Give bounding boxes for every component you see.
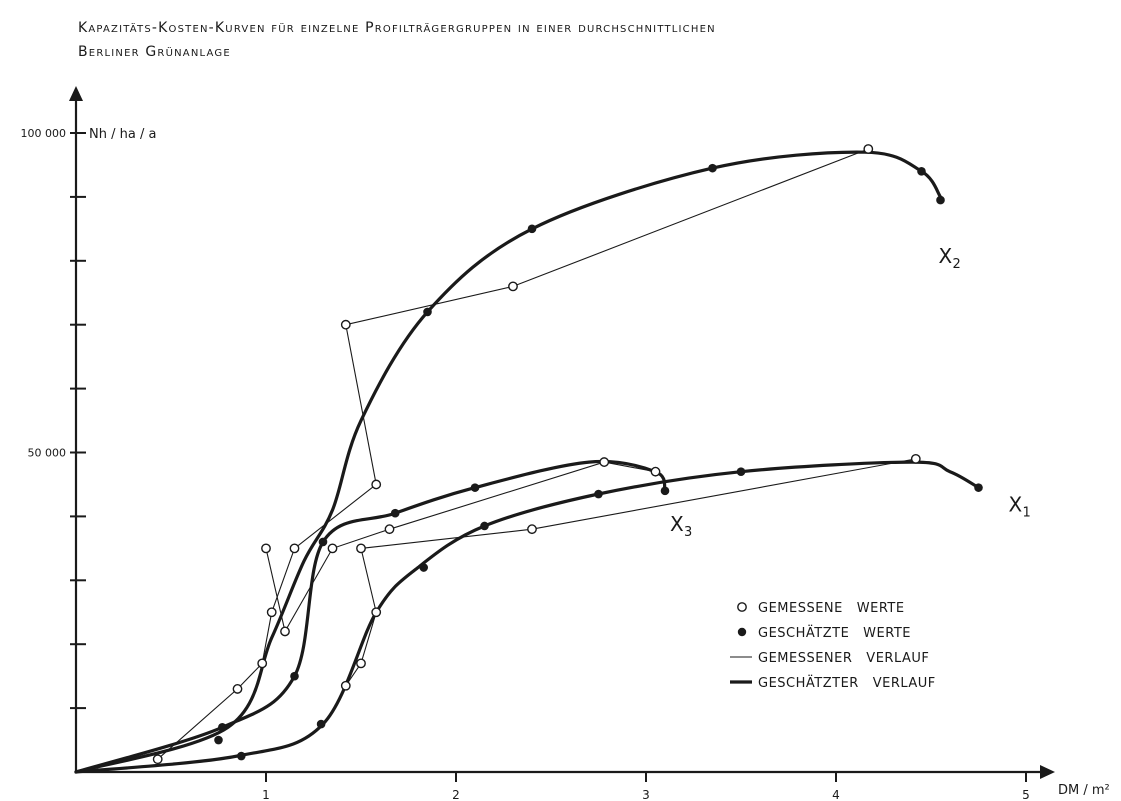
- legend-label-estimated-values: GESCHÄTZTE WERTE: [758, 625, 911, 641]
- measured-point-x1-0: [340, 680, 351, 691]
- x-tick-label-3: 3: [642, 788, 650, 801]
- estimated-point-x2-3: [708, 163, 717, 173]
- axes: DM / m² Nh / ha / a: [69, 86, 1110, 798]
- measured-point-x3-5: [650, 466, 661, 477]
- legend-label-estimated-course: GESCHÄTZTER VERLAUF: [758, 675, 936, 691]
- x-tick-label-4: 4: [832, 788, 840, 801]
- measured-point-x1-2: [371, 607, 382, 618]
- estimated-curve-x3: [74, 459, 667, 774]
- y-ticks: 50 000 100 000: [21, 127, 86, 710]
- y-axis-arrow: [69, 86, 83, 101]
- measured-line-x3: [265, 461, 656, 633]
- estimated-point-x2-1: [423, 307, 432, 317]
- measured-point-x3-0: [261, 543, 271, 554]
- estimated-point-x1-5: [736, 467, 746, 476]
- estimated-point-x1-2: [419, 563, 429, 572]
- series-label-x1: X: [1009, 493, 1023, 517]
- measured-point-x1-4: [527, 524, 537, 535]
- measured-point-x3-4: [599, 457, 610, 467]
- estimated-point-x3-2: [318, 537, 328, 547]
- measured-point-x1-5: [910, 453, 921, 464]
- measured-point-x2-3: [266, 607, 277, 618]
- estimated-point-x1-1: [316, 719, 326, 729]
- x-tick-label-5: 5: [1022, 788, 1030, 801]
- estimated-point-x1-0: [237, 751, 246, 761]
- measured-point-x3-1: [280, 626, 290, 637]
- measured-point-x2-5: [371, 479, 382, 490]
- series-label-sub-x1: 1: [1023, 506, 1031, 521]
- measured-point-x3-2: [327, 543, 338, 554]
- estimated-point-x1-6: [974, 483, 983, 492]
- x-tick-label-2: 2: [452, 788, 460, 801]
- x-ticks: 1 2 3 4 5: [262, 772, 1030, 801]
- measured-point-x1-1: [356, 658, 366, 669]
- estimated-point-x2-4: [917, 167, 926, 176]
- series-label-x2: X: [939, 244, 953, 268]
- y-tick-label-100000: 100 000: [21, 127, 67, 140]
- estimated-point-x2-0: [214, 735, 223, 745]
- x-axis-label: DM / m²: [1058, 783, 1110, 798]
- chart-title-line-1: Kapazitäts-Kosten-Kurven für einzelne Pr…: [78, 20, 716, 36]
- estimated-curve-x1: [74, 460, 981, 774]
- series-label-x3: X: [670, 512, 684, 536]
- measured-point-x2-0: [152, 754, 163, 765]
- estimated-point-x3-3: [390, 508, 400, 518]
- y-tick-label-50000: 50 000: [28, 447, 67, 460]
- estimated-point-x1-4: [594, 489, 603, 499]
- measured-point-x3-3: [384, 524, 395, 535]
- measured-point-x2-4: [289, 543, 300, 554]
- x-axis-arrow: [1040, 765, 1055, 779]
- legend-label-measured-course: GEMESSENER VERLAUF: [758, 651, 929, 666]
- estimated-point-x1-3: [480, 521, 489, 531]
- legend-label-measured-values: GEMESSENE WERTE: [758, 601, 905, 616]
- estimated-point-x2-5: [936, 195, 945, 205]
- estimated-point-x3-1: [290, 671, 299, 681]
- measured-point-x2-7: [508, 281, 518, 292]
- series-layer: X 2X 3X 1: [74, 144, 1031, 774]
- legend-marker-measured-values: [737, 602, 747, 612]
- measured-point-x1-3: [356, 543, 366, 554]
- chart-title: Kapazitäts-Kosten-Kurven für einzelne Pr…: [78, 16, 716, 64]
- series-label-sub-x2: 2: [953, 257, 961, 272]
- series-label-sub-x3: 3: [684, 525, 692, 540]
- x-tick-label-1: 1: [262, 788, 270, 801]
- legend-marker-estimated-values: [737, 627, 747, 637]
- estimated-point-x2-2: [527, 224, 537, 234]
- measured-point-x2-1: [232, 684, 243, 694]
- measured-point-x2-6: [340, 319, 351, 330]
- chart-title-line-2: Berliner Grünanlage: [78, 44, 231, 60]
- estimated-point-x3-0: [218, 722, 227, 732]
- measured-point-x2-8: [863, 144, 874, 154]
- y-axis-label: Nh / ha / a: [89, 127, 156, 142]
- estimated-point-x3-6: [660, 486, 670, 496]
- legend: GEMESSENE WERTE GESCHÄTZTE WERTE GEMESSE…: [730, 601, 936, 691]
- measured-point-x2-2: [257, 658, 268, 669]
- estimated-point-x3-4: [470, 483, 480, 492]
